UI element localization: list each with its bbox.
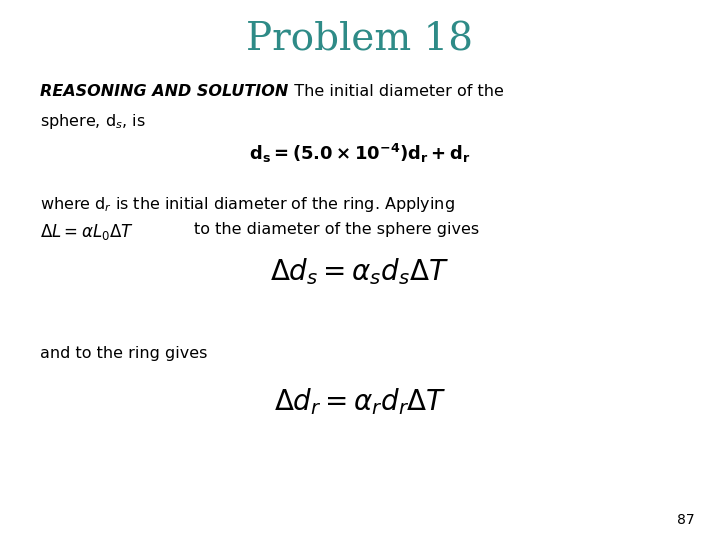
Text: to the diameter of the sphere gives: to the diameter of the sphere gives xyxy=(194,222,480,238)
Text: The initial diameter of the: The initial diameter of the xyxy=(284,84,504,99)
Text: where d$_r$ is the initial diameter of the ring. Applying: where d$_r$ is the initial diameter of t… xyxy=(40,195,454,214)
Text: Problem 18: Problem 18 xyxy=(246,22,474,59)
Text: 87: 87 xyxy=(678,512,695,526)
Text: sphere, d$_s$, is: sphere, d$_s$, is xyxy=(40,112,145,131)
Text: REASONING AND SOLUTION: REASONING AND SOLUTION xyxy=(40,84,288,99)
Text: $\Delta d_r = \alpha_r d_r \Delta T$: $\Delta d_r = \alpha_r d_r \Delta T$ xyxy=(274,386,446,417)
Text: $\mathbf{d_s = (5.0 \times 10^{-4})d_r + d_r}$: $\mathbf{d_s = (5.0 \times 10^{-4})d_r +… xyxy=(249,142,471,165)
Text: $\Delta d_s = \alpha_s d_s \Delta T$: $\Delta d_s = \alpha_s d_s \Delta T$ xyxy=(271,256,449,287)
Text: $\Delta L = \alpha L_0 \Delta T$: $\Delta L = \alpha L_0 \Delta T$ xyxy=(40,222,133,242)
Text: and to the ring gives: and to the ring gives xyxy=(40,346,207,361)
